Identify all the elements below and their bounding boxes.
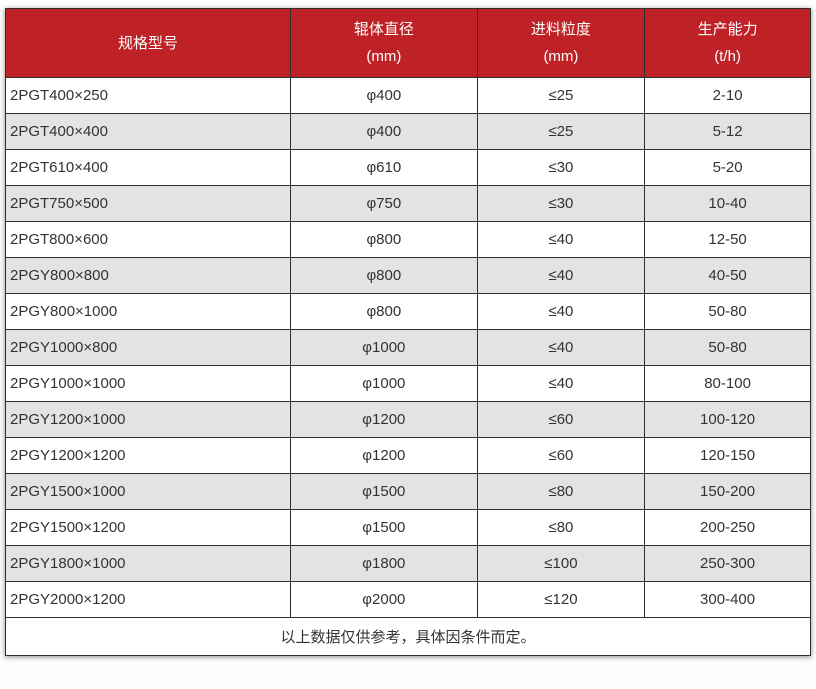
model-cell: 2PGT400×400 — [5, 113, 291, 150]
value-cell: 10-40 — [644, 185, 811, 222]
column-title: 辊体直径 — [353, 21, 414, 38]
table-footnote: 以上数据仅供参考，具体因条件而定。 — [5, 617, 811, 656]
table-row: 2PGY1800×1000 φ1800 ≤100 250-300 — [5, 545, 811, 582]
value-cell: 5-12 — [644, 113, 811, 150]
table-row: 2PGY1000×800 φ1000 ≤40 50-80 — [5, 329, 811, 366]
value-cell: 100-120 — [644, 401, 811, 438]
value-cell: ≤40 — [476, 257, 646, 294]
value-cell: 120-150 — [644, 437, 811, 474]
value-cell: ≤30 — [476, 185, 646, 222]
column-header-model: 规格型号 — [5, 8, 291, 78]
value-cell: ≤80 — [476, 473, 646, 510]
value-cell: φ2000 — [289, 581, 478, 618]
column-header-roller-diameter: 辊体直径 (mm) — [289, 8, 478, 78]
table-row: 2PGT400×400 φ400 ≤25 5-12 — [5, 113, 811, 150]
table-row: 2PGT800×600 φ800 ≤40 12-50 — [5, 221, 811, 258]
table-row: 2PGY1500×1200 φ1500 ≤80 200-250 — [5, 509, 811, 546]
value-cell: φ1200 — [289, 401, 478, 438]
column-header-feed-size: 进料粒度 (mm) — [476, 8, 646, 78]
spec-table-container: 规格型号 辊体直径 (mm) 进料粒度 (mm) 生产能力 (t/h) 2PGT400… — [5, 8, 811, 656]
model-cell: 2PGT750×500 — [5, 185, 291, 222]
value-cell: ≤40 — [476, 293, 646, 330]
model-cell: 2PGY800×1000 — [5, 293, 291, 330]
table-row: 2PGT610×400 φ610 ≤30 5-20 — [5, 149, 811, 186]
spec-table-body: 2PGT400×250 φ400 ≤25 2-10 2PGT400×400 φ400 ≤25… — [5, 77, 811, 618]
model-cell: 2PGY1000×1000 — [5, 365, 291, 402]
table-row: 2PGY2000×1200 φ2000 ≤120 300-400 — [5, 581, 811, 618]
table-row: 2PGT750×500 φ750 ≤30 10-40 — [5, 185, 811, 222]
model-cell: 2PGY1500×1200 — [5, 509, 291, 546]
value-cell: φ800 — [289, 221, 478, 258]
model-cell: 2PGY1200×1000 — [5, 401, 291, 438]
value-cell: φ400 — [289, 113, 478, 150]
value-cell: φ1000 — [289, 365, 478, 402]
model-cell: 2PGT610×400 — [5, 149, 291, 186]
model-cell: 2PGY800×800 — [5, 257, 291, 294]
spec-table: 规格型号 辊体直径 (mm) 进料粒度 (mm) 生产能力 (t/h) 2PGT400… — [5, 8, 811, 656]
value-cell: φ1800 — [289, 545, 478, 582]
value-cell: 300-400 — [644, 581, 811, 618]
value-cell: 250-300 — [644, 545, 811, 582]
column-title: 进料粒度 — [530, 21, 591, 38]
table-row: 2PGY800×800 φ800 ≤40 40-50 — [5, 257, 811, 294]
table-row: 2PGY1000×1000 φ1000 ≤40 80-100 — [5, 365, 811, 402]
value-cell: φ750 — [289, 185, 478, 222]
table-row: 2PGT400×250 φ400 ≤25 2-10 — [5, 77, 811, 114]
value-cell: 150-200 — [644, 473, 811, 510]
value-cell: ≤100 — [476, 545, 646, 582]
value-cell: φ800 — [289, 257, 478, 294]
model-cell: 2PGY1800×1000 — [5, 545, 291, 582]
value-cell: 5-20 — [644, 149, 811, 186]
value-cell: ≤120 — [476, 581, 646, 618]
value-cell: φ1000 — [289, 329, 478, 366]
column-title: 规格型号 — [117, 34, 178, 52]
model-cell: 2PGY2000×1200 — [5, 581, 291, 618]
value-cell: ≤30 — [476, 149, 646, 186]
table-row: 2PGY1500×1000 φ1500 ≤80 150-200 — [5, 473, 811, 510]
value-cell: ≤60 — [476, 401, 646, 438]
column-unit: (mm) — [543, 48, 579, 65]
column-header-capacity: 生产能力 (t/h) — [644, 8, 811, 78]
value-cell: ≤40 — [476, 365, 646, 402]
table-row: 2PGY800×1000 φ800 ≤40 50-80 — [5, 293, 811, 330]
value-cell: 80-100 — [644, 365, 811, 402]
value-cell: φ1500 — [289, 473, 478, 510]
value-cell: ≤40 — [476, 221, 646, 258]
column-unit: (t/h) — [714, 48, 741, 65]
value-cell: ≤60 — [476, 437, 646, 474]
value-cell: 50-80 — [644, 329, 811, 366]
value-cell: 2-10 — [644, 77, 811, 114]
model-cell: 2PGY1200×1200 — [5, 437, 291, 474]
value-cell: φ610 — [289, 149, 478, 186]
column-title: 生产能力 — [697, 21, 758, 38]
table-row: 2PGY1200×1200 φ1200 ≤60 120-150 — [5, 437, 811, 474]
model-cell: 2PGY1000×800 — [5, 329, 291, 366]
value-cell: 40-50 — [644, 257, 811, 294]
value-cell: 12-50 — [644, 221, 811, 258]
value-cell: φ400 — [289, 77, 478, 114]
footnote-row: 以上数据仅供参考，具体因条件而定。 — [5, 617, 811, 656]
value-cell: φ1200 — [289, 437, 478, 474]
value-cell: 50-80 — [644, 293, 811, 330]
value-cell: ≤25 — [476, 113, 646, 150]
model-cell: 2PGT400×250 — [5, 77, 291, 114]
model-cell: 2PGT800×600 — [5, 221, 291, 258]
header-row: 规格型号 辊体直径 (mm) 进料粒度 (mm) 生产能力 (t/h) — [5, 8, 811, 78]
value-cell: ≤40 — [476, 329, 646, 366]
value-cell: φ1500 — [289, 509, 478, 546]
value-cell: 200-250 — [644, 509, 811, 546]
value-cell: ≤25 — [476, 77, 646, 114]
model-cell: 2PGY1500×1000 — [5, 473, 291, 510]
column-unit: (mm) — [366, 48, 402, 65]
table-row: 2PGY1200×1000 φ1200 ≤60 100-120 — [5, 401, 811, 438]
value-cell: ≤80 — [476, 509, 646, 546]
value-cell: φ800 — [289, 293, 478, 330]
